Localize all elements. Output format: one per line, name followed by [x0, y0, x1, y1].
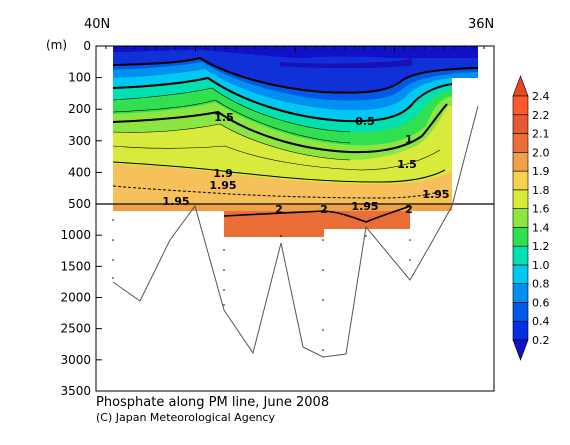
top-axis-ticks: [95, 46, 495, 52]
y-tick-label-2500: 2500: [60, 322, 91, 336]
latitude-label-40n: 40N: [84, 17, 110, 32]
contour-label: 2: [320, 203, 328, 216]
colorbar-extend-bottom: [512, 339, 529, 361]
contour-label: 1.5: [397, 158, 417, 171]
colorbar-label-0.8: 0.8: [532, 278, 550, 291]
colorbar-label-2.2: 2.2: [532, 109, 550, 122]
svg-text:2: 2: [320, 203, 328, 216]
band-0.8: [113, 60, 478, 111]
colorbar-segment: [512, 302, 529, 322]
colorbar-label-1.9: 1.9: [532, 165, 550, 178]
svg-text:1.5: 1.5: [397, 158, 417, 171]
contour-1.5: [112, 103, 448, 154]
band-lowest: [280, 58, 412, 68]
colorbar-label-1.8: 1.8: [532, 184, 550, 197]
colorbar-segment: [512, 133, 529, 153]
colorbar-label-1.2: 1.2: [532, 240, 550, 253]
colorbar-label-1.4: 1.4: [532, 221, 550, 234]
svg-text:1.9: 1.9: [213, 167, 233, 180]
colorbar-segment: [512, 170, 529, 191]
svg-text:1.95: 1.95: [422, 188, 449, 201]
y-tick-label-0: 0: [83, 39, 91, 53]
contour-label: 1.95: [422, 188, 449, 201]
colorbar-label-0.4: 0.4: [532, 315, 550, 328]
contour-thin-1: [112, 87, 351, 133]
y-tick-label-100: 100: [68, 71, 91, 85]
colorbar-label-0.2: 0.2: [532, 334, 550, 347]
bathymetry-line: [112, 105, 479, 358]
svg-text:1.95: 1.95: [162, 195, 189, 208]
y-tick-label-1000: 1000: [60, 228, 91, 242]
contour-label: 1.95: [162, 195, 189, 208]
svg-text:1.95: 1.95: [209, 179, 236, 192]
contour-label: 1.95: [351, 200, 378, 213]
contour-0.5: [112, 56, 479, 94]
colorbar-segment: [512, 283, 529, 303]
station-dots: [112, 219, 411, 351]
svg-text:1.95: 1.95: [351, 200, 378, 213]
contour-thin-4: [112, 145, 441, 171]
colorbar-segment: [512, 320, 529, 341]
latitude-label-36n: 36N: [468, 17, 494, 32]
band-1.9: [113, 162, 452, 205]
y-tick-label-500: 500: [68, 197, 91, 211]
contour-label: 1.5: [214, 111, 234, 124]
y-axis: 0 100 200 300 400 500 1000 1500 2000 2500 3000 3500: [60, 39, 102, 398]
deep-band-2.0-right: [324, 206, 410, 229]
colorbar: 0.2 0.4 0.6 0.8 1.0 1.2 1.4 1.6 1.8 1.9 2.0 2.1 2.2 2…: [512, 75, 550, 361]
svg-text:1.5: 1.5: [214, 111, 234, 124]
contour-label: 1.95: [209, 179, 236, 192]
svg-text:2: 2: [275, 203, 283, 216]
phosphate-fill: [113, 46, 478, 206]
contour-label: 1: [405, 133, 413, 146]
contour-label: 1.9: [213, 167, 233, 180]
colorbar-extend-top: [512, 75, 529, 97]
contour-thin-3: [112, 123, 351, 161]
contour-label: 2: [275, 203, 283, 216]
y-tick-label-3500: 3500: [60, 384, 91, 398]
colorbar-segment: [512, 208, 529, 228]
colorbar-segment: [512, 152, 529, 172]
band-1.8: [113, 105, 452, 184]
colorbar-label-0.6: 0.6: [532, 296, 550, 309]
y-tick-label-2000: 2000: [60, 291, 91, 305]
contour-1.9: [112, 161, 446, 183]
deep-band-2.0-upper: [113, 205, 452, 211]
contour-label: 2: [405, 203, 413, 216]
colorbar-segment: [512, 227, 529, 247]
credit-line: (C) Japan Meteorological Agency: [96, 411, 275, 424]
colorbar-segment: [512, 264, 529, 284]
colorbar-segment: [512, 189, 529, 209]
chart-title: Phosphate along PM line, June 2008: [96, 395, 329, 410]
contour-2.0-deep: [223, 205, 411, 223]
colorbar-label-1.0: 1.0: [532, 259, 550, 272]
svg-text:1: 1: [405, 133, 413, 146]
colorbar-segment: [512, 245, 529, 266]
contour-label: 0.5: [355, 115, 375, 128]
colorbar-label-1.6: 1.6: [532, 203, 550, 216]
band-1.2: [113, 76, 452, 133]
contour-1.0: [112, 76, 453, 123]
contour-lines: [112, 56, 479, 199]
y-tick-label-400: 400: [68, 165, 91, 179]
svg-text:2: 2: [405, 203, 413, 216]
colorbar-label-2.0: 2.0: [532, 146, 550, 159]
colorbar-segment: [512, 114, 529, 134]
y-tick-label-1500: 1500: [60, 259, 91, 273]
y-tick-label-300: 300: [68, 134, 91, 148]
contour-thin-2: [112, 99, 351, 144]
colorbar-label-2.4: 2.4: [532, 90, 550, 103]
svg-text:0.5: 0.5: [355, 115, 375, 128]
colorbar-label-2.1: 2.1: [532, 128, 550, 141]
colorbar-segment: [512, 95, 529, 116]
y-tick-label-3000: 3000: [60, 353, 91, 367]
y-tick-label-200: 200: [68, 102, 91, 116]
contour-labels: 0.511.51.51.91.951.952 1.952 21.95: [162, 111, 449, 216]
y-axis-unit: (m): [46, 38, 67, 52]
